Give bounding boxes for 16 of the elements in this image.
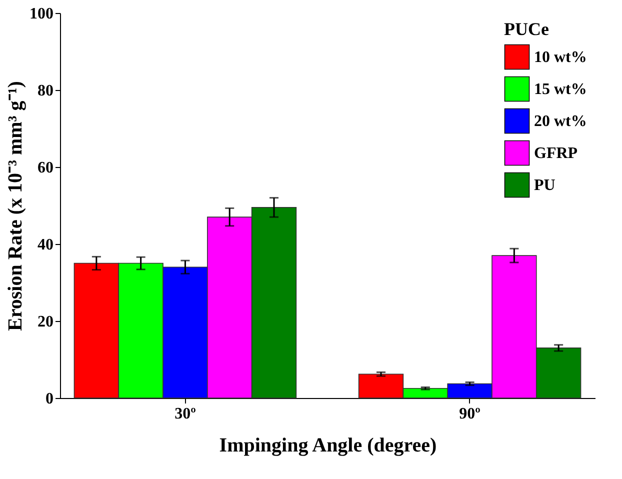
y-tick-label: 80	[38, 82, 54, 100]
legend-label: 10 wt%	[534, 49, 587, 66]
x-tick-label: 30º	[174, 406, 196, 422]
y-axis-title: Erosion Rate (x 10⁻³ mm³ g⁻¹)	[4, 81, 26, 331]
legend-label: 20 wt%	[534, 113, 587, 130]
x-axis-title: Impinging Angle (degree)	[219, 434, 437, 456]
y-tick-label: 60	[38, 160, 54, 176]
legend-label: PU	[534, 177, 556, 194]
y-tick-label: 100	[30, 6, 54, 22]
y-tick-label: 0	[46, 390, 54, 408]
y-tick-label: 40	[38, 236, 54, 254]
x-tick-label: 90º	[459, 406, 480, 422]
legend-label: GFRP	[534, 145, 578, 162]
legend-label: 15 wt%	[534, 81, 587, 98]
legend-title: PUCe	[504, 19, 549, 39]
y-tick-label: 20	[38, 314, 54, 330]
